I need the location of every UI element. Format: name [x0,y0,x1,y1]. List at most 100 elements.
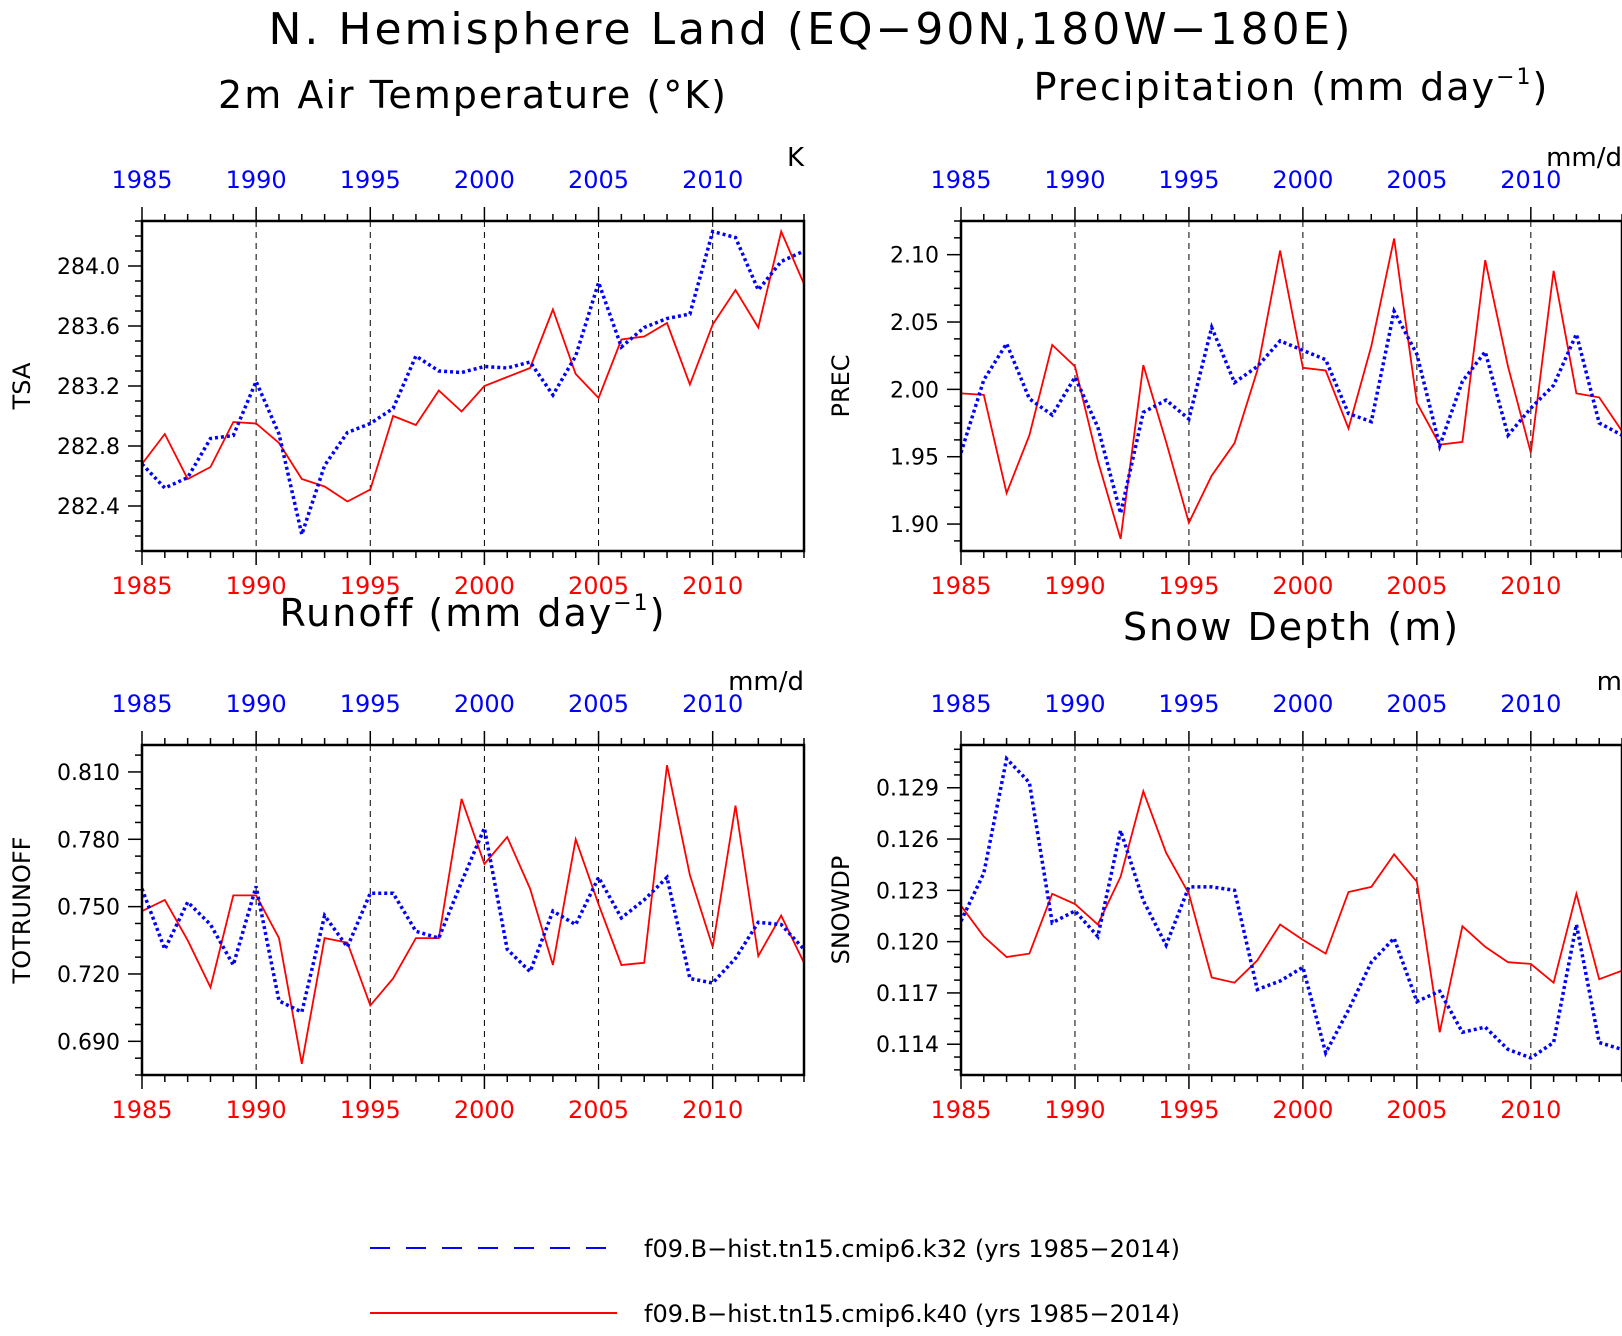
x-tick-label-top: 2000 [1272,690,1333,718]
x-tick-label-bottom: 2000 [454,1096,515,1124]
x-tick-label-bottom: 2010 [682,572,743,600]
y-tick-label: 284.0 [57,255,120,280]
chart-panel-1: 2m Air Temperature (°K) K TSA 1985 1985 1990 1… [8,73,806,600]
plot-frame [959,219,1622,553]
x-tick-label-bottom: 2005 [1386,572,1447,600]
x-tick-label-bottom: 2000 [1272,1096,1333,1124]
x-tick-label-top: 1995 [340,690,401,718]
legend-label-2: f09.B−hist.tn15.cmip6.k40 (yrs 1985−2014… [644,1300,1180,1328]
x-tick-label-bottom: 1995 [1158,1096,1219,1124]
x-tick-label-bottom: 1985 [930,1096,991,1124]
x-tick-label-top: 2005 [1386,166,1447,194]
y-tick-label: 0.123 [876,879,939,904]
y-tick-label: 0.129 [876,777,939,802]
units-label: mm/d [1546,143,1622,173]
page-title: N. Hemisphere Land (EQ−90N,180W−180E) [268,4,1354,55]
legend: f09.B−hist.tn15.cmip6.k32 (yrs 1985−2014… [370,1235,1180,1328]
series-line-k40 [142,228,804,503]
y-tick-label: 2.05 [890,311,939,336]
x-tick-label-bottom: 1990 [226,1096,287,1124]
x-tick-label-bottom: 1985 [930,572,991,600]
x-tick-label-bottom: 2005 [1386,1096,1447,1124]
panel-title-superscript: −1 [1496,65,1532,90]
x-tick-label-top: 2000 [1272,166,1333,194]
x-tick-label-bottom: 2010 [1500,1096,1561,1124]
y-tick-label: 282.8 [57,435,120,460]
panel-title-main: 2m Air Temperature (°K) [218,73,728,117]
x-tick-label-top: 1990 [226,166,287,194]
panel-title: Precipitation (mm day−1) [1034,65,1550,109]
y-tick-label: 1.95 [890,446,939,471]
series-line-k32 [961,755,1622,1060]
panel-title-main: Precipitation (mm day [1034,65,1496,109]
y-axis-label: TSA [8,362,36,410]
y-tick-label: 283.6 [57,315,120,340]
plot-frame [959,743,1622,1077]
x-tick-label-bottom: 2010 [1500,572,1561,600]
x-tick-label-top: 2010 [682,690,743,718]
y-axis-label: TOTRUNOFF [8,837,36,985]
y-tick-label: 0.720 [57,963,120,988]
x-tick-label-top: 1985 [111,166,172,194]
x-tick-label-bottom: 1990 [226,572,287,600]
x-tick-label-top: 1985 [111,690,172,718]
x-tick-label-top: 1985 [930,166,991,194]
x-tick-label-top: 1990 [1044,166,1105,194]
panel-title-main: Runoff (mm day [279,591,613,635]
units-label: m [1597,667,1622,697]
series-line-k32 [142,229,804,542]
panel-title: Snow Depth (m) [1123,605,1460,649]
series-line-k40 [961,238,1622,540]
units-label: mm/d [728,667,804,697]
x-tick-label-top: 2000 [454,166,515,194]
x-tick-label-top: 1995 [1158,690,1219,718]
y-axis-label: PREC [827,354,855,417]
series-line-k32 [961,306,1622,514]
x-tick-label-bottom: 2000 [1272,572,1333,600]
x-tick-label-top: 2005 [568,166,629,194]
y-tick-label: 0.810 [57,761,120,786]
x-tick-label-bottom: 1985 [111,1096,172,1124]
x-tick-label-bottom: 1995 [1158,572,1219,600]
plot-frame [140,219,806,553]
panel-title-main: Snow Depth (m) [1123,605,1460,649]
x-tick-label-bottom: 2005 [568,572,629,600]
y-tick-label: 283.2 [57,375,120,400]
series-line-k40 [142,765,804,1064]
units-label: K [787,143,805,173]
y-tick-label: 0.117 [876,982,939,1007]
series-line-k32 [142,822,804,1015]
x-tick-label-top: 1990 [226,690,287,718]
x-tick-label-bottom: 2000 [454,572,515,600]
x-tick-label-top: 1990 [1044,690,1105,718]
x-tick-label-top: 2010 [1500,690,1561,718]
y-tick-label: 0.690 [57,1030,120,1055]
x-tick-label-top: 2010 [1500,166,1561,194]
y-tick-label: 0.120 [876,931,939,956]
plot-frame [140,743,806,1077]
chart-panel-3: Runoff (mm day−1) mm/d TOTRUNOFF 1985 1985 19… [8,591,806,1124]
panel-title-superscript: −1 [613,591,649,616]
x-tick-label-top: 2005 [568,690,629,718]
x-tick-label-bottom: 1990 [1044,572,1105,600]
x-tick-label-bottom: 2005 [568,1096,629,1124]
legend-label-1: f09.B−hist.tn15.cmip6.k32 (yrs 1985−2014… [644,1235,1180,1263]
y-tick-label: 0.114 [876,1033,939,1058]
y-tick-label: 1.90 [890,513,939,538]
x-tick-label-bottom: 1985 [111,572,172,600]
series-line-k40 [961,788,1622,1033]
x-tick-label-top: 1995 [1158,166,1219,194]
x-tick-label-bottom: 1995 [340,1096,401,1124]
x-tick-label-bottom: 1990 [1044,1096,1105,1124]
panel-title: Runoff (mm day−1) [279,591,666,635]
y-tick-label: 0.780 [57,828,120,853]
panel-title-tail: ) [650,591,667,635]
y-tick-label: 2.00 [890,378,939,403]
y-tick-label: 282.4 [57,495,120,520]
panel-title: 2m Air Temperature (°K) [218,73,728,117]
x-tick-label-top: 2000 [454,690,515,718]
y-tick-label: 2.10 [890,244,939,269]
chart-panel-4: Snow Depth (m) m SNOWDP 1985 1985 1990 1990 199… [827,605,1622,1124]
x-tick-label-top: 1995 [340,166,401,194]
